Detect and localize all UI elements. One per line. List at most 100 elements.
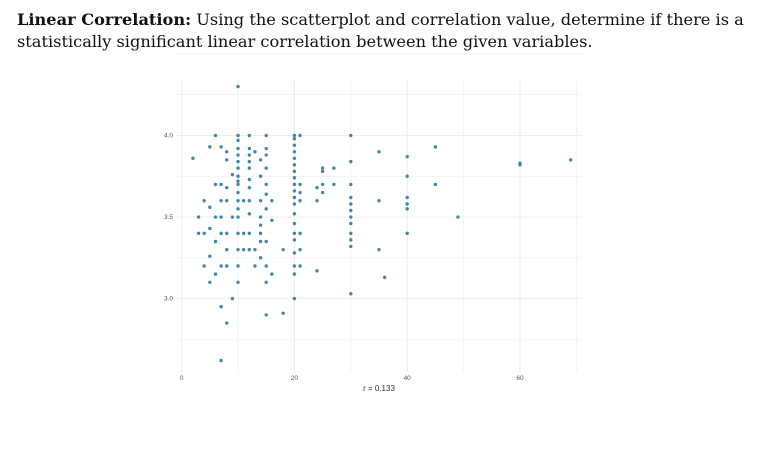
data-point	[298, 199, 302, 203]
data-point	[281, 311, 285, 315]
y-axis-ticks: 3.0 3.5 4.0	[164, 132, 173, 302]
data-point	[332, 166, 336, 170]
data-point	[292, 195, 297, 200]
data-point	[292, 150, 297, 154]
data-point	[264, 280, 268, 284]
data-point	[236, 215, 240, 219]
data-point	[292, 133, 297, 138]
data-point	[320, 182, 325, 187]
data-point	[377, 199, 381, 203]
data-point	[349, 195, 353, 200]
data-point	[236, 84, 240, 89]
question-body: Using the scatterplot and correlation va…	[17, 10, 744, 51]
data-point	[292, 202, 297, 206]
data-point	[264, 207, 268, 211]
data-point	[349, 221, 353, 226]
data-point	[213, 133, 218, 138]
x-tick-label: 60	[516, 375, 524, 382]
data-point	[349, 182, 353, 187]
data-point	[230, 215, 235, 219]
data-point	[213, 239, 218, 244]
data-point	[241, 247, 246, 252]
data-point	[236, 153, 240, 157]
data-point	[213, 272, 218, 276]
data-point	[264, 133, 268, 138]
data-point	[320, 190, 325, 195]
data-point	[258, 231, 263, 236]
data-point	[292, 221, 297, 226]
data-point	[349, 231, 353, 236]
data-point	[264, 264, 268, 268]
data-point	[292, 176, 297, 180]
data-point	[236, 207, 240, 211]
data-point	[264, 192, 268, 196]
data-point	[225, 321, 229, 325]
data-point	[219, 358, 223, 363]
data-point	[349, 244, 353, 249]
data-point	[202, 231, 206, 236]
data-point	[377, 247, 381, 252]
data-point	[247, 185, 252, 190]
data-point	[405, 231, 409, 236]
data-point	[270, 218, 274, 222]
data-point	[298, 247, 302, 252]
data-point	[292, 156, 297, 161]
data-point	[247, 166, 252, 170]
data-point	[349, 208, 353, 213]
x-tick-label: 20	[291, 375, 299, 382]
data-point	[225, 247, 229, 252]
data-point	[236, 146, 240, 151]
data-point	[236, 182, 240, 187]
data-point	[281, 247, 285, 252]
data-point	[315, 269, 319, 273]
data-point	[230, 296, 235, 301]
data-point	[292, 238, 297, 242]
data-point	[208, 226, 212, 231]
scatter-points	[191, 84, 573, 363]
data-point	[196, 231, 201, 236]
data-point	[236, 280, 240, 284]
data-point	[225, 150, 229, 154]
data-point	[377, 150, 381, 154]
data-point	[253, 247, 257, 252]
data-point	[247, 177, 252, 182]
data-point	[292, 251, 297, 255]
data-point	[292, 272, 297, 276]
data-point	[433, 145, 438, 149]
data-point	[236, 138, 240, 143]
y-tick-label: 3.5	[164, 214, 173, 221]
data-point	[264, 153, 268, 157]
data-point	[298, 231, 302, 236]
data-point	[196, 215, 201, 219]
data-point	[230, 172, 235, 177]
data-point	[405, 202, 409, 206]
data-point	[298, 190, 302, 195]
data-point	[247, 199, 252, 203]
data-point	[236, 190, 240, 195]
data-point	[219, 199, 223, 203]
data-point	[241, 231, 246, 236]
data-point	[253, 264, 257, 268]
data-point	[569, 158, 573, 162]
data-point	[298, 133, 302, 138]
data-point	[349, 202, 353, 206]
question-text: Linear Correlation: Using the scatterplo…	[17, 9, 757, 53]
data-point	[264, 182, 268, 187]
question-label: Linear Correlation:	[17, 10, 192, 29]
data-point	[236, 179, 240, 183]
data-point	[236, 199, 240, 203]
data-point	[292, 163, 297, 167]
data-point	[202, 264, 206, 268]
data-point	[219, 182, 223, 187]
data-point	[315, 199, 319, 203]
data-point	[292, 212, 297, 216]
x-tick-label: 40	[404, 375, 412, 382]
data-point	[258, 215, 263, 219]
data-point	[219, 264, 223, 268]
data-point	[349, 215, 353, 219]
data-point	[247, 212, 252, 216]
data-point	[236, 231, 240, 236]
data-point	[225, 185, 229, 190]
x-axis-ticks: 0 20 40 60	[180, 375, 524, 382]
